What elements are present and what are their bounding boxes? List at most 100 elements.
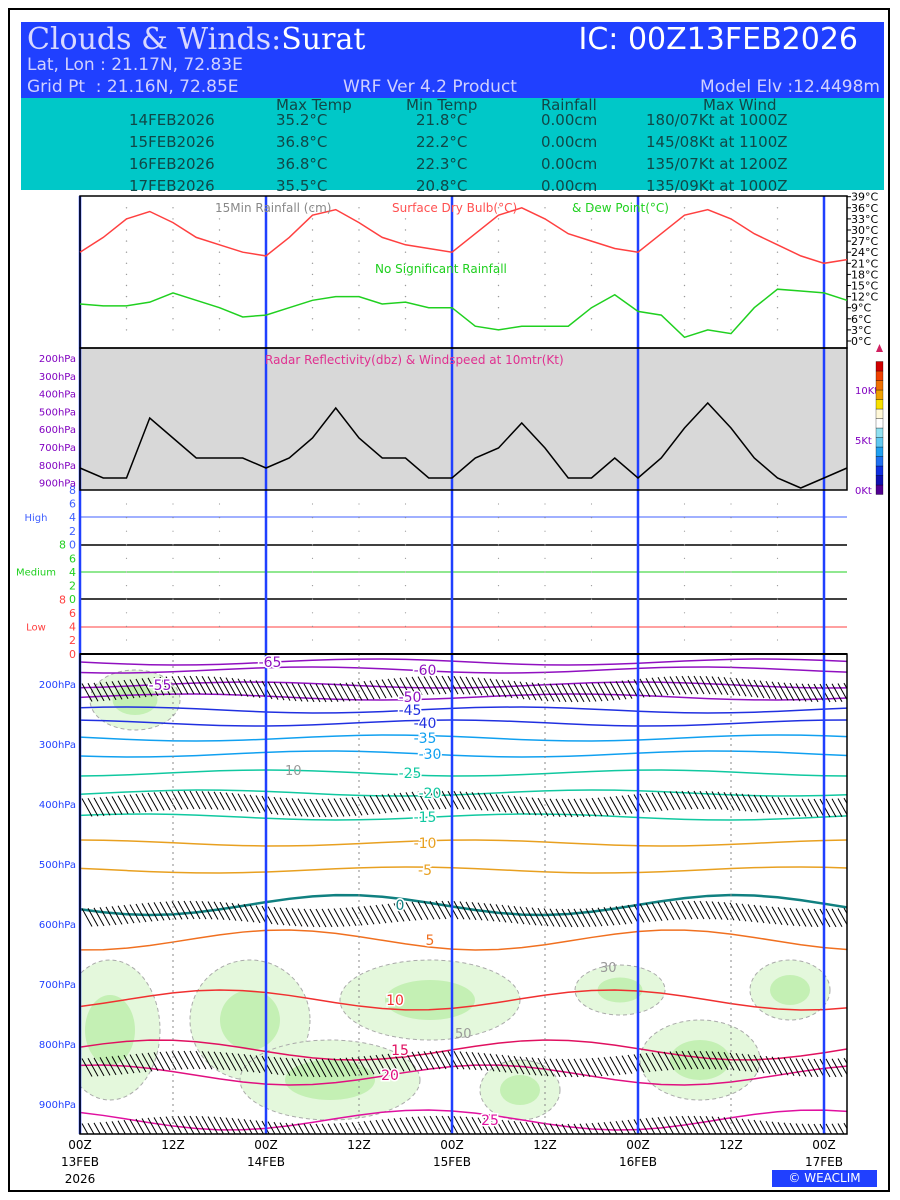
temp-tick-label: 33°C [851,213,878,226]
wind-barb [429,790,441,810]
wind-barb [183,1050,195,1070]
wind-barb [741,903,753,923]
wind-barb [651,1117,662,1134]
temperature-contour [80,989,847,1011]
grid-dot [730,544,732,546]
wind-barb [99,1122,108,1134]
colorbar-swatch [875,427,884,438]
grid-dot [590,517,593,519]
wind-barb [603,797,615,816]
date-label: 14FEB [247,1155,285,1169]
wind-barb [237,678,249,697]
wind-barb [459,1116,471,1134]
grid-dot [776,598,779,600]
time-tick-label: 00Z [68,1138,92,1152]
temp-tick-label: 30°C [851,224,878,237]
summary-cell: 36.8°C [276,133,328,151]
wind-barb [147,1117,158,1134]
wind-barb [195,1050,207,1070]
grid-dot [683,544,686,546]
wind-barb [717,1116,729,1134]
summary-cell: 135/07Kt at 1200Z [646,155,788,173]
date-label: 13FEB [61,1155,99,1169]
grid-dot [172,240,174,242]
grid-dot [311,273,314,276]
daily-summary-table: Max Temp Min Temp Rainfall Max Wind 14FE… [21,96,884,195]
wind-barb [249,679,261,699]
wind-barb [627,679,639,699]
summary-cell: 0.00cm [541,177,598,195]
grid-dot [590,503,593,505]
wind-barb [225,792,237,811]
wind-barb [675,1051,687,1070]
temp-tick-label: 9°C [851,302,871,315]
wind-barb [165,676,177,695]
wind-barb [297,683,309,702]
grid-dot [311,329,314,331]
colorbar-swatch [875,456,884,467]
wind-barb [279,682,291,701]
wind-barb [321,798,333,818]
wind-barb [87,1122,95,1134]
wind-barb [381,904,393,923]
wind-barb [807,683,819,703]
wind-barb [183,675,195,695]
wind-barb [813,1058,825,1078]
wind-barb [705,901,717,920]
grid-dot [730,229,732,231]
wind-barb [555,1058,567,1078]
wind-barb [195,1115,207,1134]
wind-barb [165,901,177,920]
grid-dot [776,329,779,331]
col-header: Min Temp [406,96,478,114]
grid-dot [590,218,593,220]
wind-barb [441,1050,453,1070]
cloud-tick-label: 6 [69,607,76,620]
cloud-tick-label: 2 [69,634,76,647]
grid-dot [590,329,593,331]
grid-dot [311,284,314,287]
wind-barb [753,1119,763,1134]
pressure-tick-label: 500hPa [39,407,76,418]
wind-barb [681,1115,693,1134]
wind-barb [99,907,111,926]
wind-barb [429,900,441,920]
contour-label: -50 [399,690,422,706]
wind-barb [723,1052,735,1071]
wind-barb [711,901,723,920]
grid-dot [497,517,500,519]
grid-dot [730,295,732,298]
wind-barb [747,679,759,698]
humidity-core [220,990,280,1050]
wind-barb [645,793,657,812]
wind-barb [813,1123,821,1134]
wind-barb [255,1055,267,1074]
wind-barb [651,1052,663,1072]
wind-barb [795,683,807,702]
grid-dot [544,273,546,276]
grid-dot [358,585,360,587]
wind-barb [627,794,639,814]
dew-point-line [79,288,848,339]
header-banner: Clouds & Winds:Surat IC: 00Z13FEB2026 La… [21,22,884,98]
wind-barb [405,1052,417,1071]
grid-dot [683,262,686,264]
grid-dot [125,503,128,505]
wind-barb [639,678,651,698]
wind-barb [531,1122,539,1134]
wind-barb [177,1115,189,1134]
wind-barb [663,901,675,921]
wind-barb [123,904,135,924]
wind-barb [207,1051,219,1070]
wind-barb [303,908,315,928]
wind-barb [573,798,585,818]
grid-dot [776,318,779,320]
wind-barb [315,1123,323,1134]
wind-barb [789,907,801,927]
wind-barb [519,796,531,815]
wind-barb [741,793,753,813]
grid-dot [358,307,360,309]
wind-barb [429,1115,441,1134]
wind-barb [279,797,291,816]
